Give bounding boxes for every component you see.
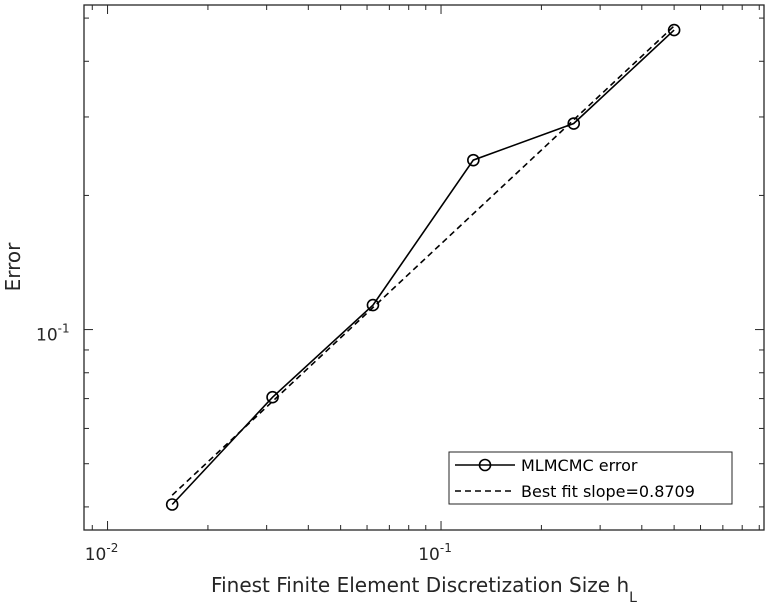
legend: MLMCMC error Best fit slope=0.8709 [448, 451, 733, 505]
x-tick-label: 10-1 [418, 541, 452, 565]
legend-label-bestfit: Best fit slope=0.8709 [521, 482, 695, 501]
x-tick-label: 10-2 [85, 541, 119, 565]
x-axis-title: Finest Finite Element Discretization Siz… [211, 573, 637, 606]
data-point-marker [567, 117, 581, 130]
tick-labels: 10-2 10-1 10-1 [36, 322, 452, 565]
y-tick-label: 10-1 [36, 322, 70, 346]
plot-area [83, 4, 765, 531]
series-line-bestfit [171, 25, 675, 496]
series-group [165, 23, 681, 511]
axis-ticks [84, 5, 764, 530]
legend-label-mlmcmc: MLMCMC error [521, 456, 638, 475]
data-point-marker [165, 498, 179, 511]
axes-box [83, 4, 765, 531]
legend-box [448, 451, 733, 505]
y-axis-title: Error [1, 242, 25, 292]
series-line-mlmcmc [171, 29, 675, 506]
data-point-marker [366, 298, 380, 312]
legend-marker-mlmcmc [478, 458, 492, 472]
data-point-marker [467, 153, 480, 167]
